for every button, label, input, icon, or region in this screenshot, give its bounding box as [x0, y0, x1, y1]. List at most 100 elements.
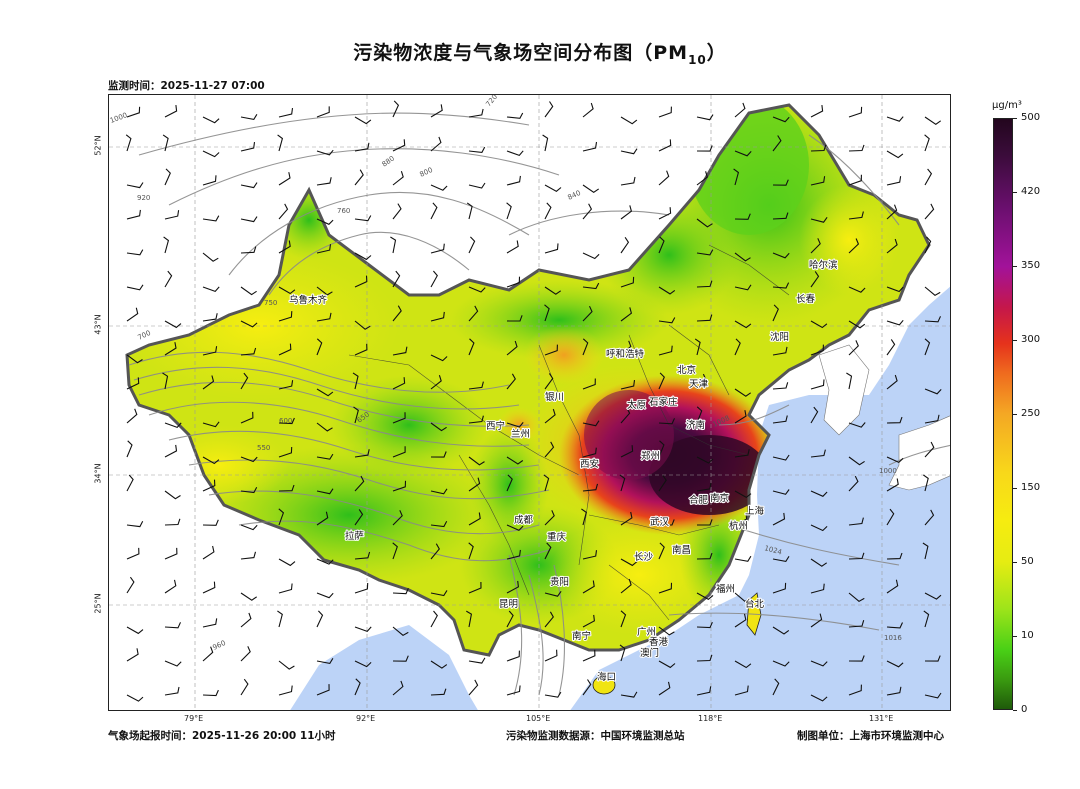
wind-barb: [582, 305, 593, 322]
wind-barb: [240, 592, 258, 601]
city-macau: 澳门: [640, 647, 659, 659]
city-changsha: 长沙: [634, 551, 654, 563]
colorbar-tick-mark: [1013, 192, 1017, 193]
wind-barb: [392, 626, 409, 636]
wind-barb: [848, 684, 862, 696]
wind-barb: [240, 182, 258, 189]
wind-barb: [126, 284, 144, 291]
wind-barb: [658, 660, 676, 669]
wind-barb: [430, 136, 442, 152]
wind-barb: [544, 243, 559, 254]
wind-barb: [810, 490, 828, 497]
wind-barb: [126, 182, 144, 189]
wind-barb: [126, 408, 138, 424]
wind-barb: [468, 108, 484, 118]
wind-barb: [430, 660, 448, 669]
wind-barb: [886, 116, 904, 122]
wind-barb: [468, 305, 479, 322]
wind-barb: [810, 320, 828, 329]
wind-barb: [430, 354, 448, 362]
wind-barb: [430, 688, 447, 696]
wind-barb: [620, 511, 633, 526]
wind-barb: [506, 549, 521, 560]
wind-barb: [392, 412, 406, 424]
wind-barb: [848, 211, 864, 220]
map-panel: 1000 920 880 840 800 760 720 750 700 650…: [108, 94, 951, 711]
wind-barb: [620, 116, 638, 125]
wind-barb: [696, 456, 714, 464]
wind-barb: [126, 547, 140, 560]
wind-barb: [658, 345, 673, 356]
wind-barb: [430, 184, 448, 191]
wind-barb: [658, 418, 676, 425]
wind-barb: [582, 378, 596, 390]
wind-barb: [734, 685, 749, 696]
city-lhasa: 拉萨: [345, 530, 365, 542]
wind-barb: [772, 660, 790, 667]
wind-barb: [240, 551, 257, 560]
wind-barb: [620, 340, 632, 356]
wind-barb: [619, 474, 626, 492]
wind-barb: [278, 343, 292, 356]
wind-barb: [620, 148, 638, 155]
wind-barb: [734, 592, 751, 603]
wind-barb: [848, 174, 862, 186]
wind-barb: [316, 511, 329, 526]
wind-barb: [924, 388, 942, 395]
wind-barb: [354, 660, 372, 668]
wind-barb: [582, 447, 597, 458]
wind-barb: [278, 417, 295, 425]
wind-barb: [810, 660, 828, 667]
wind-barb: [734, 410, 747, 424]
wind-barb: [354, 215, 372, 222]
wind-barb: [924, 286, 941, 296]
lon-tick: 92°E: [356, 714, 376, 723]
wind-barb: [506, 685, 521, 696]
isobar-label: 1000: [879, 467, 897, 475]
wind-barb: [582, 614, 595, 628]
wind-barb: [582, 679, 592, 696]
wind-barb: [696, 686, 712, 696]
wind-barb: [240, 486, 258, 494]
wind-barb: [733, 168, 740, 186]
isobar-label: 600: [279, 417, 292, 425]
wind-barb: [202, 519, 219, 526]
wind-barb: [734, 338, 741, 356]
wind-barb: [922, 474, 929, 492]
wind-barb: [696, 373, 707, 390]
wind-barb: [164, 686, 180, 696]
colorbar-tick-mark: [1013, 266, 1017, 267]
wind-barb: [810, 105, 824, 118]
city-labels: 乌鲁木齐 拉萨 西宁 兰州 银川 呼和浩特 北京 天津 石家庄 太原 济南 郑州…: [288, 258, 839, 684]
producer: 制图单位：上海市环境监测中心: [797, 730, 944, 742]
wind-barb: [582, 420, 600, 427]
wind-barb: [772, 212, 789, 220]
city-nanchang: 南昌: [672, 544, 691, 556]
lon-tick: 79°E: [184, 714, 204, 723]
wind-barb: [240, 678, 249, 696]
city-shanghai: 上海: [745, 505, 765, 517]
wind-barb: [468, 581, 482, 594]
wind-barb: [734, 150, 752, 157]
wind-barb: [316, 558, 334, 565]
wind-barb: [164, 342, 177, 356]
city-hangzhou: 杭州: [729, 520, 748, 532]
city-yinchuan: 银川: [545, 391, 564, 403]
china-border: [125, 103, 931, 657]
isobar-label: 1016: [884, 634, 902, 642]
wind-barb: [240, 216, 258, 223]
wind-barb: [886, 286, 904, 293]
wind-barb: [126, 474, 134, 492]
wind-barb: [202, 581, 216, 594]
wind-barb: [126, 249, 144, 256]
wind-barb: [772, 626, 790, 635]
wind-barb: [886, 622, 903, 629]
wind-barb: [164, 210, 180, 220]
wind-barb: [848, 340, 859, 356]
wind-barb: [392, 446, 406, 458]
wind-barb: [240, 114, 258, 121]
wind-barb: [392, 480, 407, 492]
wind-barb: [430, 488, 448, 495]
city-xian: 西安: [580, 458, 599, 470]
wind-barb: [544, 691, 562, 698]
